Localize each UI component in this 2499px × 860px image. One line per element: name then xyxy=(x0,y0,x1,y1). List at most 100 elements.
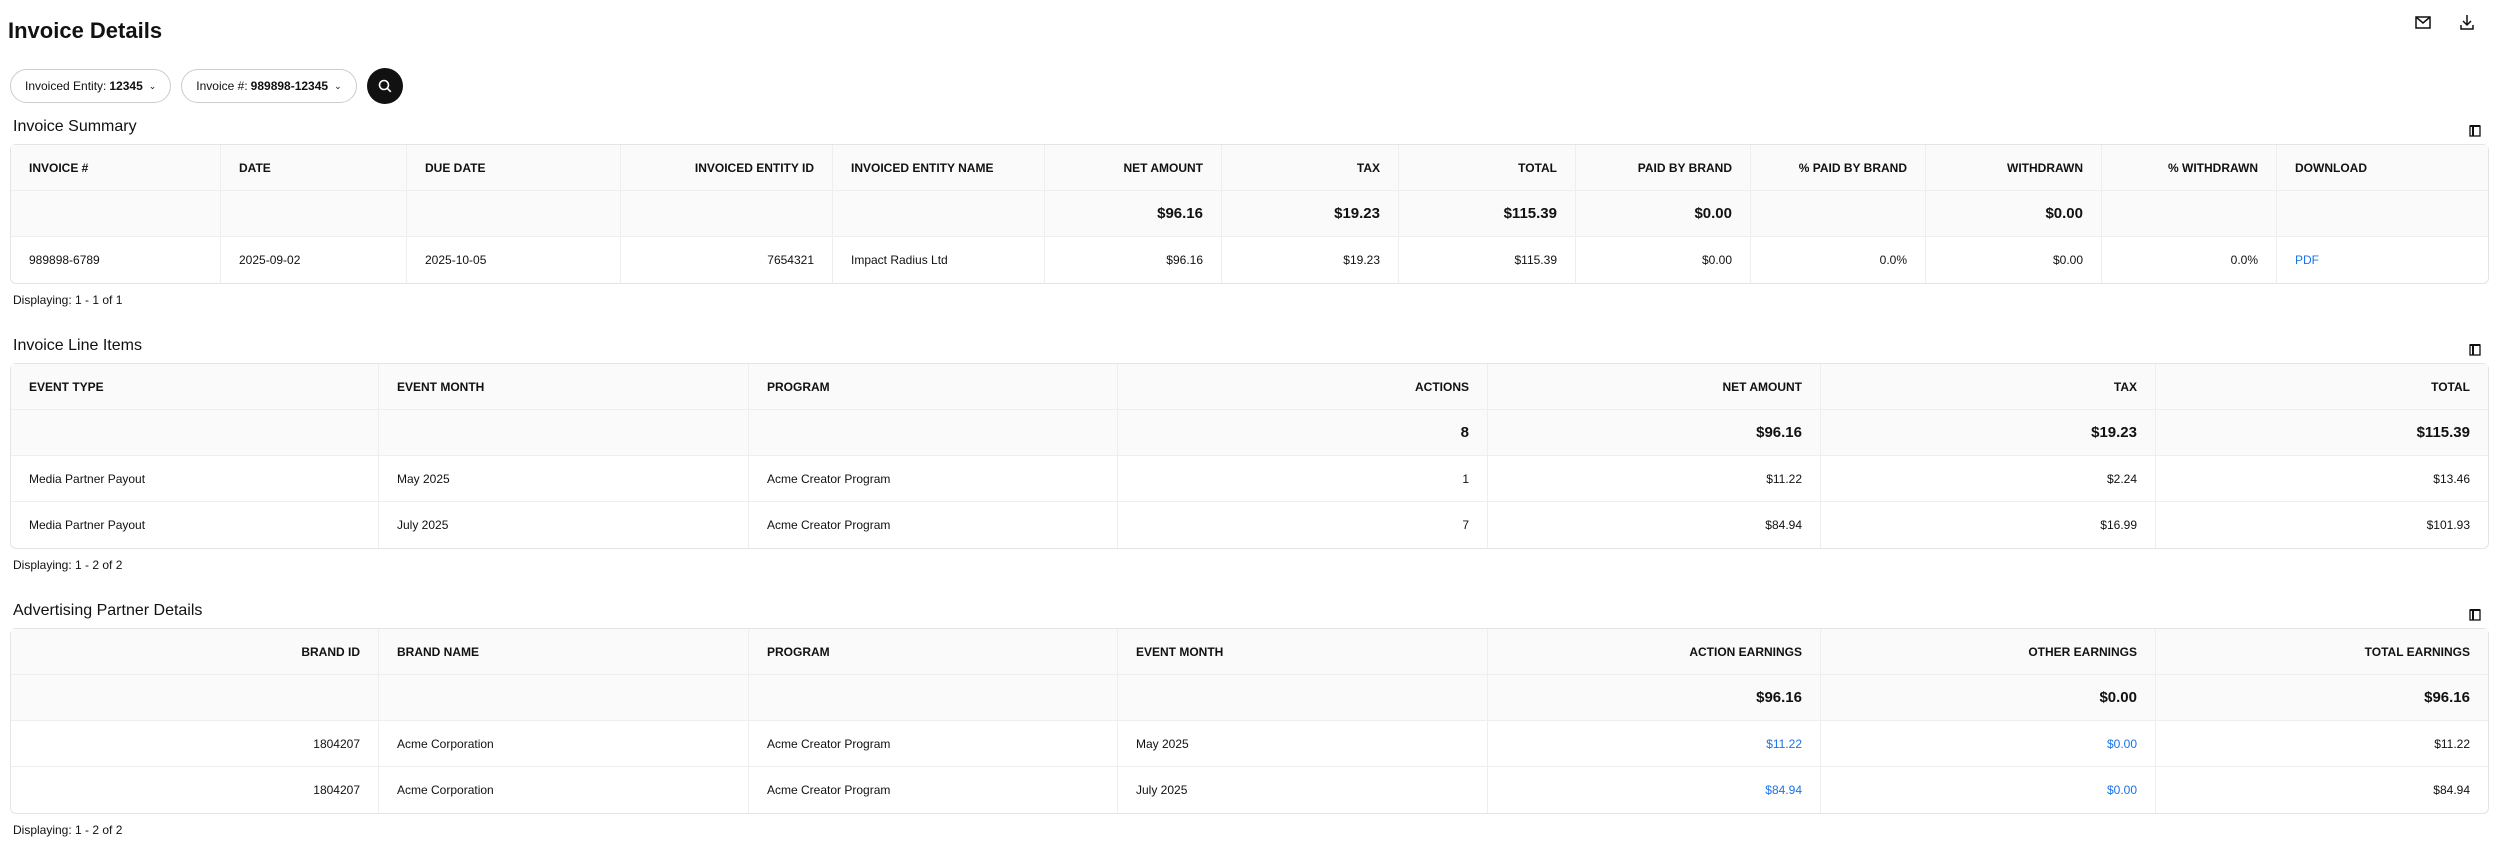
table-cell: $84.94 xyxy=(2433,783,2470,797)
column-header[interactable]: DATE xyxy=(221,145,407,191)
total-cell xyxy=(407,191,621,237)
table-cell: May 2025 xyxy=(1118,721,1488,767)
invoice-summary-section: Invoice Summary INVOICE # DATE DUE DATE INV… xyxy=(10,118,2489,307)
total-cell xyxy=(2277,191,2488,237)
header-row: INVOICE # DATE DUE DATE INVOICED ENTITY ID I… xyxy=(11,145,2488,191)
header-row: EVENT TYPE EVENT MONTH PROGRAM ACTIONS NET A… xyxy=(11,364,2488,410)
table-cell: $2.24 xyxy=(1821,456,2156,502)
download-icon[interactable] xyxy=(2457,12,2477,32)
column-settings-icon[interactable] xyxy=(2469,124,2481,137)
column-header[interactable]: BRAND NAME xyxy=(379,629,749,675)
pagination-info: Displaying: 1 - 2 of 2 xyxy=(13,823,123,837)
column-header[interactable]: WITHDRAWN xyxy=(1926,145,2102,191)
column-header[interactable]: ACTION EARNINGS xyxy=(1488,629,1821,675)
column-header[interactable]: TOTAL xyxy=(1399,145,1576,191)
table-cell: $16.99 xyxy=(1821,502,2156,548)
search-button[interactable] xyxy=(366,68,403,104)
chevron-down-icon: ⌄ xyxy=(334,80,342,91)
table-cell: 2025-09-02 xyxy=(221,237,407,283)
column-header[interactable]: % PAID BY BRAND xyxy=(1751,145,1926,191)
table-cell: May 2025 xyxy=(379,456,749,502)
total-cell: $96.16 xyxy=(1488,410,1821,456)
entity-label: Invoiced Entity: xyxy=(25,79,107,93)
totals-row: $96.16 $0.00 $96.16 xyxy=(11,675,2488,721)
table-cell: Acme Creator Program xyxy=(749,721,1118,767)
page-title: Invoice Details xyxy=(8,18,163,43)
table-cell: Acme Creator Program xyxy=(749,456,1118,502)
total-cell xyxy=(1751,191,1926,237)
table-cell: $0.00 xyxy=(1926,237,2102,283)
column-header[interactable]: DUE DATE xyxy=(407,145,621,191)
table-cell: $13.46 xyxy=(2156,456,2488,502)
column-header[interactable]: TOTAL xyxy=(2156,364,2488,410)
total-cell: $115.39 xyxy=(1399,191,1576,237)
section-title: Invoice Summary xyxy=(13,118,137,135)
total-cell: $0.00 xyxy=(1821,675,2156,721)
header-row: BRAND ID BRAND NAME PROGRAM EVENT MONTH ACTI… xyxy=(11,629,2488,675)
column-header[interactable]: PROGRAM xyxy=(749,629,1118,675)
column-header[interactable]: PROGRAM xyxy=(749,364,1118,410)
chevron-down-icon: ⌄ xyxy=(148,80,157,91)
column-header[interactable]: INVOICE # xyxy=(11,145,221,191)
link-cell[interactable]: PDF xyxy=(2295,253,2319,267)
link-cell[interactable]: $0.00 xyxy=(1821,767,2156,813)
link-cell[interactable]: $0.00 xyxy=(1821,721,2156,767)
column-settings-icon[interactable] xyxy=(2469,343,2481,356)
total-cell: $96.16 xyxy=(1488,675,1821,721)
advertising-partner-details-table: BRAND ID BRAND NAME PROGRAM EVENT MONTH ACTI… xyxy=(10,628,2489,814)
table-cell: Acme Corporation xyxy=(379,767,749,813)
invoiced-entity-dropdown[interactable]: Invoiced Entity: 12345 ⌄ xyxy=(10,69,172,103)
link-cell[interactable]: $11.22 xyxy=(1488,721,1821,767)
table-cell: Acme Corporation xyxy=(379,721,749,767)
table-cell: July 2025 xyxy=(1118,767,1488,813)
column-header[interactable]: BRAND ID xyxy=(11,629,379,675)
column-header[interactable]: EVENT MONTH xyxy=(1118,629,1488,675)
table-cell: July 2025 xyxy=(379,502,749,548)
search-icon xyxy=(378,79,392,93)
column-header[interactable]: TOTAL EARNINGS xyxy=(2156,629,2488,675)
table-cell: 989898-6789 xyxy=(11,237,221,283)
table-row: 1804207 Acme Corporation Acme Creator Prog… xyxy=(11,721,2488,767)
table-cell: Acme Creator Program xyxy=(749,767,1118,813)
table-cell: 7654321 xyxy=(621,237,833,283)
invoice-line-items-section: Invoice Line Items EVENT TYPE EVENT MONTH… xyxy=(10,337,2489,572)
column-header[interactable]: EVENT MONTH xyxy=(379,364,749,410)
totals-row: $96.16 $19.23 $115.39 $0.00 $0.00 xyxy=(11,191,2488,237)
mail-icon[interactable] xyxy=(2413,12,2433,32)
column-header[interactable]: EVENT TYPE xyxy=(11,364,379,410)
column-header[interactable]: DOWNLOAD xyxy=(2277,145,2488,191)
total-cell: $115.39 xyxy=(2156,410,2488,456)
invoice-number-dropdown[interactable]: Invoice #: 989898-12345 ⌄ xyxy=(181,69,357,103)
total-cell: $0.00 xyxy=(1576,191,1751,237)
column-header[interactable]: TAX xyxy=(1821,364,2156,410)
total-cell: 8 xyxy=(1118,410,1488,456)
column-header[interactable]: OTHER EARNINGS xyxy=(1821,629,2156,675)
column-header[interactable]: INVOICED ENTITY ID xyxy=(621,145,833,191)
column-header[interactable]: % WITHDRAWN xyxy=(2102,145,2277,191)
column-header[interactable]: NET AMOUNT xyxy=(1045,145,1222,191)
table-cell: $101.93 xyxy=(2426,518,2470,532)
pagination-info: Displaying: 1 - 2 of 2 xyxy=(13,558,123,572)
total-cell xyxy=(221,191,407,237)
table-cell: $19.23 xyxy=(1222,237,1399,283)
column-header[interactable]: INVOICED ENTITY NAME xyxy=(833,145,1045,191)
column-header[interactable]: TAX xyxy=(1222,145,1399,191)
invoice-summary-table: INVOICE # DATE DUE DATE INVOICED ENTITY ID I… xyxy=(10,144,2489,284)
total-cell xyxy=(379,410,749,456)
table-row: 989898-6789 2025-09-02 2025-10-05 7654321 Im… xyxy=(11,237,2488,283)
table-cell: $96.16 xyxy=(1045,237,1222,283)
table-cell: $115.39 xyxy=(1399,237,1576,283)
table-cell: Media Partner Payout xyxy=(11,456,379,502)
total-cell xyxy=(2102,191,2277,237)
link-cell[interactable]: $84.94 xyxy=(1488,767,1821,813)
column-header[interactable]: NET AMOUNT xyxy=(1488,364,1821,410)
column-header[interactable]: ACTIONS xyxy=(1118,364,1488,410)
column-settings-icon[interactable] xyxy=(2469,608,2481,621)
column-header[interactable]: PAID BY BRAND xyxy=(1576,145,1751,191)
total-cell: $96.16 xyxy=(1045,191,1222,237)
total-cell xyxy=(1118,675,1488,721)
table-cell: 2025-10-05 xyxy=(407,237,621,283)
total-cell xyxy=(621,191,833,237)
section-title: Invoice Line Items xyxy=(13,337,142,354)
pagination-info: Displaying: 1 - 1 of 1 xyxy=(13,293,123,307)
